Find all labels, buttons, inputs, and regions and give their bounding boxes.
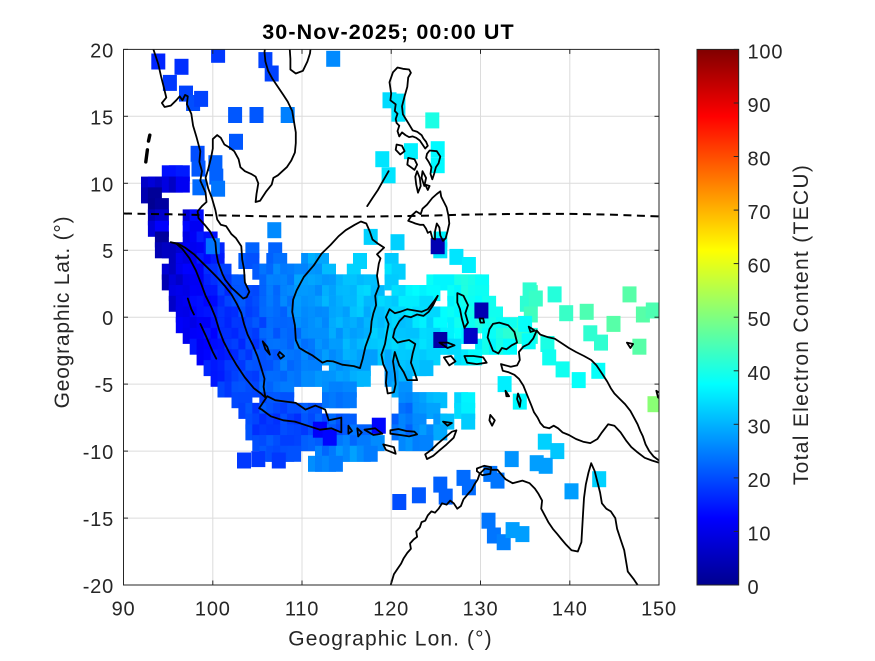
svg-text:-10: -10: [83, 442, 114, 464]
svg-text:80: 80: [748, 149, 772, 171]
svg-text:10: 10: [90, 174, 114, 196]
svg-text:30: 30: [748, 416, 772, 438]
svg-text:30-Nov-2025; 00:00 UT: 30-Nov-2025; 00:00 UT: [262, 20, 515, 44]
svg-text:5: 5: [102, 241, 114, 263]
svg-text:40: 40: [748, 363, 772, 385]
svg-text:Geographic Lat. (°): Geographic Lat. (°): [51, 216, 74, 409]
svg-text:20: 20: [90, 40, 114, 62]
svg-text:15: 15: [90, 107, 114, 129]
svg-text:0: 0: [102, 308, 114, 330]
svg-text:90: 90: [112, 599, 136, 621]
svg-text:50: 50: [748, 309, 772, 331]
svg-text:130: 130: [463, 599, 499, 621]
svg-text:150: 150: [641, 599, 677, 621]
svg-text:Geographic Lon. (°): Geographic Lon. (°): [288, 628, 492, 651]
svg-text:Total Electron Content (TECU): Total Electron Content (TECU): [790, 164, 813, 485]
svg-text:20: 20: [748, 470, 772, 492]
svg-text:100: 100: [748, 41, 784, 63]
svg-text:0: 0: [748, 577, 760, 599]
svg-text:120: 120: [373, 599, 409, 621]
svg-text:10: 10: [748, 523, 772, 545]
svg-text:110: 110: [285, 599, 319, 621]
svg-text:70: 70: [748, 202, 772, 224]
svg-text:90: 90: [748, 95, 772, 117]
svg-text:-15: -15: [83, 509, 114, 531]
svg-text:100: 100: [195, 599, 231, 621]
svg-text:-5: -5: [95, 375, 114, 397]
svg-text:-20: -20: [83, 576, 114, 598]
svg-text:140: 140: [552, 599, 588, 621]
svg-text:60: 60: [748, 256, 772, 278]
